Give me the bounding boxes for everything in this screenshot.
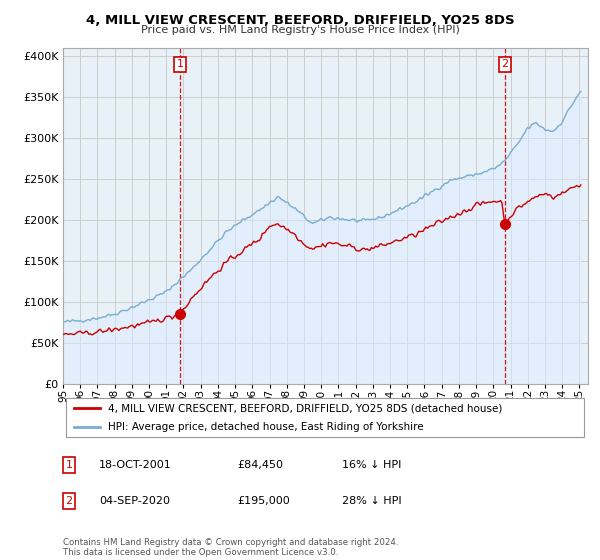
Text: £195,000: £195,000 — [237, 496, 290, 506]
Text: £84,450: £84,450 — [237, 460, 283, 470]
Text: 28% ↓ HPI: 28% ↓ HPI — [342, 496, 401, 506]
Text: 4, MILL VIEW CRESCENT, BEEFORD, DRIFFIELD, YO25 8DS: 4, MILL VIEW CRESCENT, BEEFORD, DRIFFIEL… — [86, 14, 514, 27]
Text: Price paid vs. HM Land Registry's House Price Index (HPI): Price paid vs. HM Land Registry's House … — [140, 25, 460, 35]
Text: 04-SEP-2020: 04-SEP-2020 — [99, 496, 170, 506]
Text: HPI: Average price, detached house, East Riding of Yorkshire: HPI: Average price, detached house, East… — [107, 422, 423, 432]
Text: 1: 1 — [65, 460, 73, 470]
Text: 16% ↓ HPI: 16% ↓ HPI — [342, 460, 401, 470]
Text: 2: 2 — [65, 496, 73, 506]
Text: 4, MILL VIEW CRESCENT, BEEFORD, DRIFFIELD, YO25 8DS (detached house): 4, MILL VIEW CRESCENT, BEEFORD, DRIFFIEL… — [107, 403, 502, 413]
Text: Contains HM Land Registry data © Crown copyright and database right 2024.
This d: Contains HM Land Registry data © Crown c… — [63, 538, 398, 557]
Text: 2: 2 — [501, 59, 508, 69]
Text: 1: 1 — [176, 59, 184, 69]
Text: 18-OCT-2001: 18-OCT-2001 — [99, 460, 172, 470]
FancyBboxPatch shape — [65, 398, 584, 437]
